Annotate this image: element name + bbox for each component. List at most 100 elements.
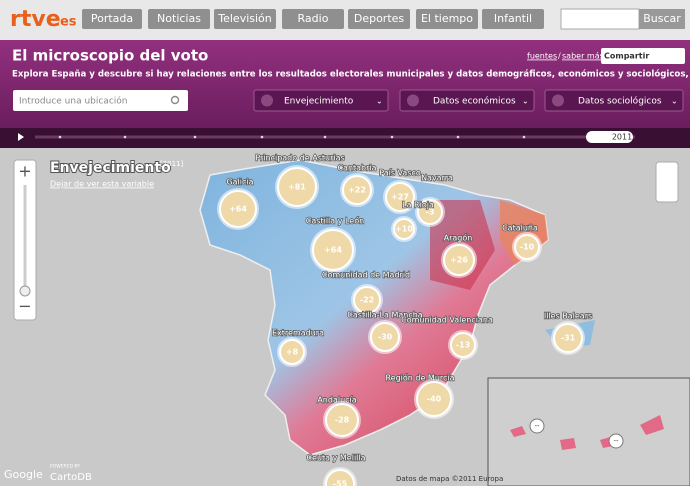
location-input[interactable] [13,90,188,111]
bubble-value: +22 [348,186,366,195]
banner [0,40,690,128]
nav-button[interactable] [482,9,544,29]
svg-text:+: + [18,162,31,181]
bubble-value: +64 [324,246,342,255]
bubble[interactable] [393,218,415,240]
nav-label: Radio [298,12,329,25]
region-label: Extremadura [272,329,324,338]
filter-label: Datos económicos [433,96,516,107]
bubble-value: -40 [427,395,442,404]
nav-button[interactable] [148,9,210,29]
bubble-value: +64 [229,205,247,214]
canary-inset [487,377,690,486]
bubble-value: -10 [520,243,535,252]
nav-label: Infantil [494,12,532,25]
link[interactable]: saber más [562,52,604,61]
bubble[interactable] [417,199,443,225]
bubble-value: +81 [288,183,306,192]
bubble[interactable] [385,182,415,212]
nav-button[interactable] [416,9,478,29]
filter-caret: ⌄ [376,97,383,106]
region-label: Cantabria [337,164,376,173]
bubble-value: +27 [391,193,409,202]
region-label: Comunidad Valenciana [401,316,493,325]
svg-text:−: − [18,297,31,316]
search-button-label: Buscar [643,12,681,25]
region-label: Galicia [226,178,253,187]
subtitle: Explora España y descubre si hay relacio… [12,69,690,80]
bubble-value: -28 [335,416,350,425]
nav-button[interactable] [282,9,344,29]
nav-label: Deportes [354,12,405,25]
year: 2011 [612,133,632,142]
svg-text:/: / [558,52,561,61]
filter-caret: ⌄ [522,97,529,106]
logo-suffix: .es [55,15,77,30]
region-label: Principado de Asturias [255,154,344,163]
nav-label: Noticias [157,12,201,25]
filter-icon [261,94,273,107]
title: El microscopio del voto [12,47,208,65]
nav-button[interactable] [82,9,142,29]
bubble-value: -30 [378,333,393,342]
filter-caret: ⌄ [671,97,678,106]
bubble[interactable] [353,286,381,314]
filter-icon [552,94,564,107]
canary-bubble[interactable] [529,418,545,434]
filter-dropdown[interactable] [399,89,535,112]
nav-label: Televisión [217,12,272,25]
bubble[interactable] [325,469,355,486]
bubble[interactable] [443,244,475,276]
region-label: Aragón [444,233,473,243]
filter-dropdown[interactable] [253,89,389,112]
bubble[interactable] [312,229,354,271]
bubble-value: -55 [333,480,348,486]
bubble[interactable] [416,381,452,417]
bubble[interactable] [219,190,257,228]
filter-dropdown[interactable] [544,89,684,112]
link[interactable]: fuentes [527,52,557,61]
region-label: Castilla-La Mancha [347,311,422,320]
bubble-value: -22 [360,296,374,305]
region-label: País Vasco [379,169,421,178]
bubble[interactable] [450,332,476,358]
remove-variable[interactable]: Dejar de ver esta variable [50,180,154,189]
share-button[interactable] [601,48,685,64]
canary-bubble[interactable] [608,433,624,449]
variable-title: Envejecimiento [50,160,171,176]
nav-button[interactable] [214,9,276,29]
region-label: Illes Balears [544,312,592,321]
bubble-value: +10 [395,225,413,234]
nav-label: Portada [91,12,133,25]
search-button[interactable] [639,9,685,29]
bubble[interactable] [553,323,583,353]
logo: rtve [10,7,61,32]
map-tools[interactable] [655,161,679,203]
canary-value: -- [613,437,619,445]
bubble-value: -3 [426,208,435,217]
bubble[interactable] [277,167,317,207]
search-input[interactable] [560,8,640,30]
bubble[interactable] [325,403,359,437]
bubble[interactable] [279,339,305,365]
bubble[interactable] [514,234,540,260]
region-label: Navarra [421,174,453,183]
filter-label: Datos sociológicos [578,96,662,107]
year-slider[interactable] [586,131,633,143]
region-label: Cataluña [502,224,538,233]
filter-icon [407,94,419,107]
bubble[interactable] [370,322,400,352]
share-label: Compartir [604,52,649,61]
bubble[interactable] [342,175,372,205]
canary-value: -- [534,422,540,430]
cartodb-credit: CartoDB [50,472,92,483]
bubble-value: +8 [286,348,299,357]
powered-by: POWERED BY [50,464,80,470]
region-label: Región de Murcia [385,373,454,383]
bubble-value: -31 [561,334,576,343]
region-label: Ceuta y Melilla [306,454,365,463]
nav-button[interactable] [348,9,410,29]
google-credit: Google [4,468,43,481]
